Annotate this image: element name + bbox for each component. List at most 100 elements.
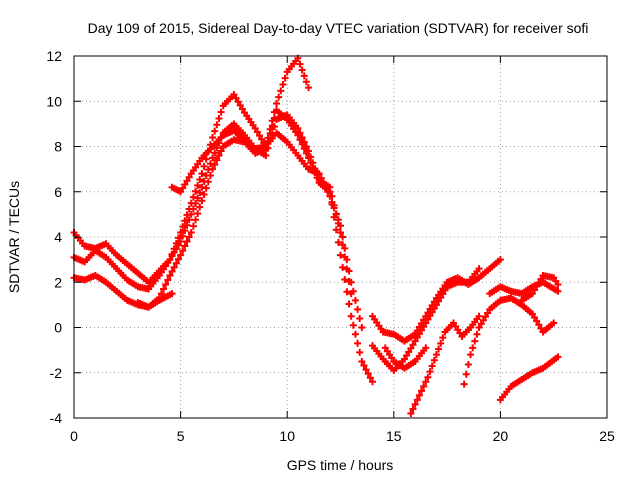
data-point: [262, 152, 270, 160]
data-point: [435, 297, 443, 305]
data-point: [179, 184, 187, 192]
data-point: [326, 188, 334, 196]
data-point: [479, 316, 487, 324]
data-point: [554, 287, 562, 295]
data-point: [168, 290, 176, 298]
data-point: [181, 227, 189, 235]
data-point: [172, 245, 180, 253]
x-tick-label: 10: [279, 428, 295, 444]
data-point: [358, 357, 366, 365]
data-point: [189, 205, 197, 213]
data-point: [251, 124, 259, 132]
data-point: [179, 232, 187, 240]
data-point: [307, 159, 315, 167]
series-track-11: [496, 353, 562, 404]
data-point: [217, 108, 225, 116]
data-point: [339, 241, 347, 249]
data-point: [172, 259, 180, 267]
data-point: [415, 391, 423, 399]
data-point: [420, 323, 428, 331]
marks-layer: [70, 54, 562, 417]
data-point: [170, 248, 178, 256]
data-point: [528, 290, 536, 298]
data-point: [192, 200, 200, 208]
data-point: [183, 221, 191, 229]
data-point: [535, 321, 543, 329]
data-point: [192, 216, 200, 224]
data-point: [168, 267, 176, 275]
data-point: [430, 304, 438, 312]
data-point: [554, 281, 562, 289]
data-point: [177, 228, 185, 236]
data-point: [439, 290, 447, 298]
series-track-2: [70, 111, 355, 298]
data-point: [230, 90, 238, 98]
data-point: [209, 133, 217, 141]
data-point: [426, 368, 434, 376]
series-track-4: [168, 54, 313, 196]
series-track-13: [381, 344, 430, 372]
data-point: [211, 127, 219, 135]
data-point: [354, 305, 362, 313]
data-point: [467, 351, 475, 359]
data-point: [339, 263, 347, 271]
data-point: [496, 256, 504, 264]
y-tick-label: 12: [46, 48, 62, 64]
data-point: [236, 101, 244, 109]
data-point: [213, 144, 221, 152]
data-point: [174, 241, 182, 249]
data-point: [351, 296, 359, 304]
data-point: [420, 382, 428, 390]
grid-layer: [74, 56, 607, 418]
data-point: [343, 265, 351, 273]
data-point: [473, 330, 481, 338]
x-axis-label: GPS time / hours: [287, 457, 394, 473]
data-point: [196, 203, 204, 211]
data-point: [258, 135, 266, 143]
data-point: [313, 174, 321, 182]
data-point: [484, 309, 492, 317]
data-point: [264, 134, 272, 142]
y-tick-label: 8: [54, 139, 62, 155]
data-point: [441, 286, 449, 294]
data-point: [407, 409, 415, 417]
data-point: [537, 324, 545, 332]
data-point: [311, 169, 319, 177]
data-point: [196, 189, 204, 197]
data-point: [177, 188, 185, 196]
data-point: [426, 312, 434, 320]
data-point: [177, 251, 185, 259]
x-tick-label: 5: [177, 428, 185, 444]
data-point: [360, 362, 368, 370]
data-point: [334, 219, 342, 227]
data-point: [160, 285, 168, 293]
data-point: [200, 190, 208, 198]
data-point: [528, 310, 536, 318]
data-point: [187, 228, 195, 236]
data-point: [345, 277, 353, 285]
data-point: [424, 373, 432, 381]
data-point: [185, 233, 193, 241]
series-track-9: [460, 294, 558, 388]
data-point: [341, 244, 349, 252]
data-point: [409, 405, 417, 413]
data-point: [435, 345, 443, 353]
data-point: [341, 253, 349, 261]
data-point: [400, 355, 408, 363]
data-point: [345, 300, 353, 308]
data-point: [428, 308, 436, 316]
data-point: [347, 312, 355, 320]
data-point: [170, 263, 178, 271]
data-point: [305, 84, 313, 92]
data-point: [533, 317, 541, 325]
data-point: [368, 378, 376, 386]
data-point: [294, 131, 302, 139]
data-point: [194, 194, 202, 202]
data-point: [341, 276, 349, 284]
data-point: [437, 294, 445, 302]
data-point: [179, 247, 187, 255]
data-point: [432, 351, 440, 359]
data-point: [183, 238, 191, 246]
data-point: [469, 344, 477, 352]
data-point: [181, 242, 189, 250]
